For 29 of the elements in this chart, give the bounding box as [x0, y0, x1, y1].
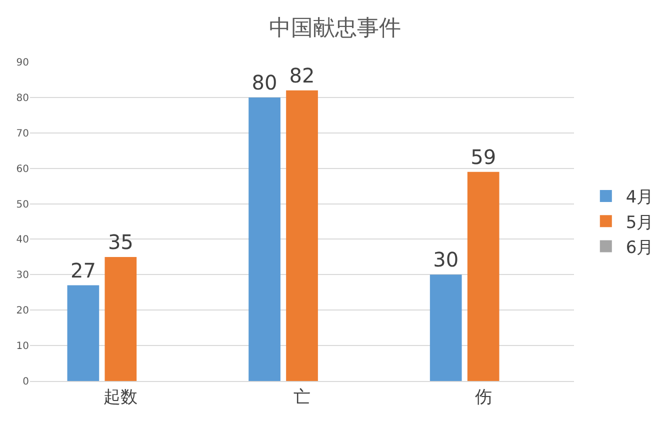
bar [248, 97, 280, 381]
data-label: 30 [433, 248, 459, 272]
y-tick-label: 70 [16, 128, 29, 140]
y-tick-label: 0 [22, 376, 29, 388]
data-label: 27 [70, 258, 96, 282]
y-tick-label: 80 [16, 92, 29, 104]
y-tick-label: 10 [16, 341, 29, 352]
data-label: 80 [252, 70, 278, 94]
bar [430, 274, 462, 381]
y-tick-label: 60 [16, 164, 29, 175]
bar [104, 256, 137, 381]
data-label: 59 [470, 144, 496, 169]
y-tick-label: 40 [16, 234, 29, 246]
legend-label: 6月 [626, 238, 654, 258]
data-label: 82 [289, 63, 315, 88]
y-tick-label: 90 [16, 58, 29, 68]
bar [467, 172, 500, 381]
bar [67, 285, 100, 381]
x-tick-label: 伤 [474, 387, 492, 408]
data-label: 35 [108, 230, 134, 254]
bar [286, 90, 318, 381]
y-tick-label: 30 [16, 270, 29, 282]
x-tick-label: 起数 [104, 387, 138, 408]
y-tick-label: 20 [16, 306, 29, 317]
y-tick-label: 50 [16, 199, 29, 210]
legend-label: 4月 [626, 188, 654, 208]
legend-label: 5月 [626, 212, 654, 233]
chart-title: 中国献忠事件 [269, 16, 401, 41]
x-tick-label: 亡 [294, 387, 310, 408]
